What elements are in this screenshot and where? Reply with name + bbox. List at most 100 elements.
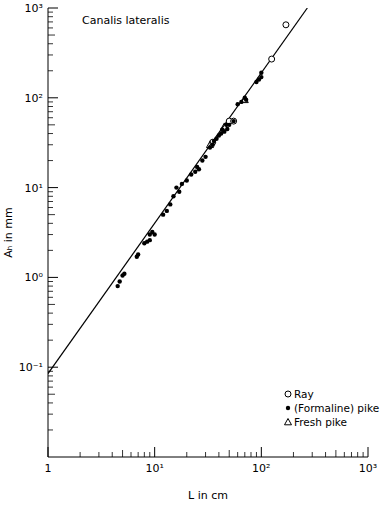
x-tick-label: 10¹ xyxy=(145,462,163,475)
point xyxy=(189,172,193,176)
minor-tick xyxy=(48,375,53,376)
point xyxy=(231,119,235,123)
legend-label: Fresh pike xyxy=(294,416,347,428)
minor-tick xyxy=(80,452,81,457)
point xyxy=(206,141,213,147)
legend-label: (Formaline) pike xyxy=(294,402,379,414)
plot-area xyxy=(48,8,307,374)
y-tick-label: 10⁰ xyxy=(25,271,44,284)
minor-tick xyxy=(335,450,336,457)
y-tick-label: 10⁻¹ xyxy=(19,361,43,374)
minor-tick xyxy=(48,133,53,134)
minor-tick xyxy=(48,12,53,13)
y-tick xyxy=(48,187,58,188)
minor-tick xyxy=(48,214,55,215)
minor-tick xyxy=(48,304,55,305)
y-tick-label: 10¹ xyxy=(25,182,43,195)
minor-tick xyxy=(48,196,53,197)
x-tick xyxy=(154,447,155,457)
minor-tick xyxy=(186,452,187,457)
y-tick-label: 10³ xyxy=(25,2,43,15)
x-tick xyxy=(261,447,262,457)
point xyxy=(269,56,275,62)
minor-tick xyxy=(325,452,326,457)
minor-tick xyxy=(48,387,53,388)
minor-tick xyxy=(48,340,53,341)
minor-tick xyxy=(357,452,358,457)
point xyxy=(168,202,172,206)
x-tick-label: 10² xyxy=(252,462,270,475)
minor-tick xyxy=(237,452,238,457)
minor-tick xyxy=(48,144,53,145)
minor-tick xyxy=(344,452,345,457)
title: Canalis lateralis xyxy=(82,14,170,27)
legend-marker xyxy=(285,419,292,425)
minor-tick xyxy=(48,54,53,55)
point xyxy=(165,209,169,213)
point xyxy=(221,123,228,129)
minor-tick xyxy=(48,286,53,287)
minor-tick xyxy=(48,394,55,395)
minor-tick xyxy=(293,452,294,457)
x-tick-label: 1 xyxy=(45,462,52,475)
point xyxy=(136,252,140,256)
minor-tick xyxy=(48,402,53,403)
point xyxy=(203,155,207,159)
legend-marker xyxy=(286,406,290,410)
minor-tick xyxy=(48,43,53,44)
x-axis-label: L in cm xyxy=(188,489,228,502)
y-tick xyxy=(48,277,58,278)
y-axis xyxy=(48,8,49,457)
minor-tick xyxy=(48,70,53,71)
point xyxy=(174,185,178,189)
minor-tick xyxy=(48,160,53,161)
y-tick-label: 10² xyxy=(25,92,43,105)
x-axis xyxy=(48,457,368,458)
minor-tick xyxy=(48,101,53,102)
minor-tick xyxy=(363,452,364,457)
minor-tick xyxy=(122,450,123,457)
minor-tick xyxy=(48,117,53,118)
point xyxy=(200,158,204,162)
point xyxy=(148,238,152,242)
minor-tick xyxy=(256,452,257,457)
minor-tick xyxy=(48,207,53,208)
minor-tick xyxy=(351,452,352,457)
minor-tick xyxy=(48,429,53,430)
legend-marker xyxy=(285,391,291,397)
point xyxy=(231,118,237,124)
minor-tick xyxy=(48,191,53,192)
point xyxy=(283,22,289,28)
point xyxy=(241,96,248,102)
minor-tick xyxy=(48,35,55,36)
point xyxy=(177,190,181,194)
point xyxy=(197,167,201,171)
point xyxy=(152,232,156,236)
background xyxy=(0,0,386,510)
minor-tick xyxy=(131,452,132,457)
minor-tick xyxy=(48,414,53,415)
y-tick xyxy=(48,97,58,98)
minor-tick xyxy=(48,234,53,235)
fit-line xyxy=(48,8,307,374)
point xyxy=(117,279,121,283)
y-axis-label: Aₕ in mm xyxy=(2,207,15,257)
minor-tick xyxy=(144,452,145,457)
minor-tick xyxy=(312,452,313,457)
minor-tick xyxy=(48,124,55,125)
minor-tick xyxy=(48,21,53,22)
minor-tick xyxy=(48,291,53,292)
minor-tick xyxy=(48,223,53,224)
minor-tick xyxy=(48,27,53,28)
point xyxy=(122,271,126,275)
point xyxy=(180,182,184,186)
point xyxy=(115,284,119,288)
point xyxy=(171,194,175,198)
point xyxy=(193,170,197,174)
minor-tick xyxy=(218,452,219,457)
minor-tick xyxy=(48,106,53,107)
minor-tick xyxy=(48,250,53,251)
minor-tick xyxy=(112,452,113,457)
point xyxy=(259,71,263,75)
minor-tick xyxy=(48,111,53,112)
